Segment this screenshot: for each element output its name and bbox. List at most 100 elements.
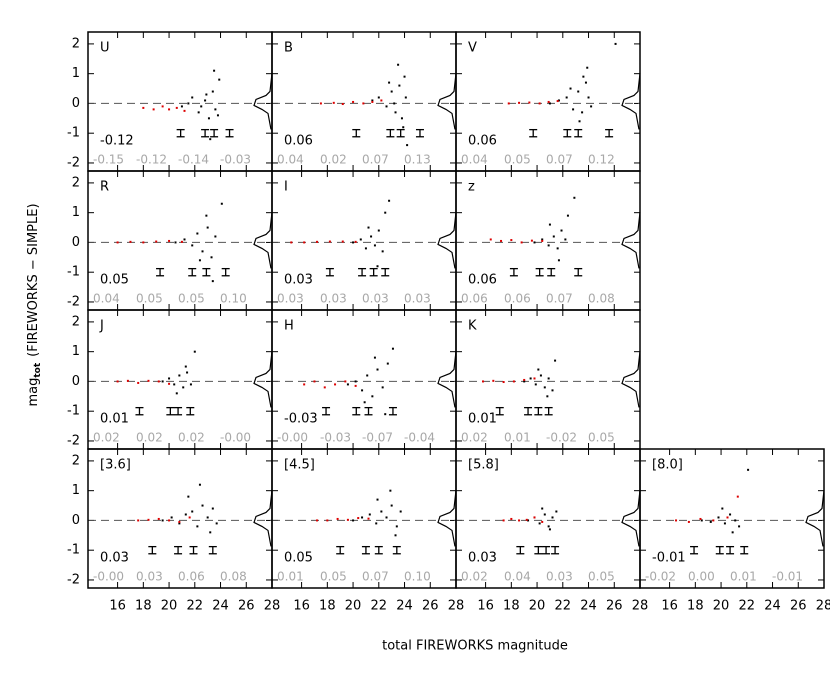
point	[388, 81, 391, 84]
point	[709, 520, 712, 523]
bin-median: -0.00	[93, 570, 124, 584]
point	[168, 239, 171, 242]
x-tick-label: 26	[790, 599, 807, 614]
point	[220, 202, 223, 205]
median-label: 0.06	[468, 134, 497, 149]
panel-frame	[87, 31, 273, 172]
point	[168, 382, 171, 385]
point	[215, 522, 218, 525]
point	[193, 350, 196, 353]
point	[147, 379, 150, 382]
y-label-rest: (FIREWORKS − SIMPLE)	[26, 203, 41, 356]
x-tick-label: 16	[661, 599, 678, 614]
median-label: 0.05	[100, 273, 129, 288]
histogram-outline	[621, 351, 641, 408]
point	[528, 101, 531, 104]
bin-median: -0.14	[178, 153, 209, 167]
point	[747, 468, 750, 471]
error-bar	[495, 406, 504, 416]
point	[402, 126, 405, 129]
point	[557, 259, 560, 262]
point	[538, 522, 541, 525]
point	[687, 520, 690, 523]
point	[218, 78, 221, 81]
panel-frame	[87, 170, 273, 311]
point	[371, 100, 374, 103]
error-bar	[605, 128, 614, 138]
panel-label: [3.6]	[100, 458, 131, 473]
error-bar	[524, 406, 533, 416]
point	[207, 117, 210, 120]
error-bar	[386, 128, 395, 138]
point	[137, 519, 140, 522]
error-bar	[529, 128, 538, 138]
point	[352, 241, 355, 244]
point	[394, 111, 397, 114]
panel-frame	[455, 170, 641, 311]
point	[731, 531, 734, 534]
error-bar	[396, 128, 405, 138]
point	[581, 111, 584, 114]
median-label: 0.01	[100, 412, 129, 427]
point	[344, 380, 347, 383]
point	[175, 392, 178, 395]
panel-frame	[271, 170, 457, 311]
median-label: 0.03	[468, 551, 497, 566]
point	[590, 105, 593, 108]
point	[196, 232, 199, 235]
error-bar	[563, 128, 572, 138]
y-tick-label: 2	[72, 453, 80, 468]
error-bar	[392, 545, 401, 555]
y-tick-label: 0	[72, 374, 80, 389]
bin-median: 0.00	[688, 570, 715, 584]
panel-frame	[455, 309, 641, 450]
point	[336, 517, 339, 520]
point	[211, 90, 214, 93]
bin-median: 0.05	[588, 431, 615, 445]
point	[303, 241, 306, 244]
point	[210, 256, 213, 259]
panel-frame	[271, 309, 457, 450]
error-bar	[189, 545, 198, 555]
error-bar	[542, 545, 551, 555]
bin-median: 0.05	[588, 570, 615, 584]
histogram-outline	[437, 212, 457, 269]
x-tick-label: 16	[109, 599, 126, 614]
point	[395, 525, 398, 528]
median-label: -0.12	[100, 134, 134, 149]
error-bar	[225, 128, 234, 138]
point	[371, 99, 374, 102]
point	[533, 377, 536, 380]
x-tick-label: 28	[816, 599, 830, 614]
y-tick-label: 0	[72, 96, 80, 111]
error-bar	[202, 267, 211, 277]
bin-median: 0.02	[93, 431, 120, 445]
point	[367, 226, 370, 229]
bin-median: 0.05	[136, 292, 163, 306]
histogram-outline	[253, 351, 273, 408]
panel-label: K	[468, 319, 477, 334]
point	[200, 105, 203, 108]
point	[520, 241, 523, 244]
bin-median: 0.04	[461, 153, 488, 167]
bin-median: -0.02	[546, 431, 577, 445]
histogram-outline	[253, 490, 273, 547]
point	[546, 395, 549, 398]
x-tick-label: 16	[477, 599, 494, 614]
point	[385, 105, 388, 108]
y-tick-label: -2	[67, 155, 80, 170]
point	[502, 381, 505, 384]
error-bar	[208, 545, 217, 555]
error-bar	[201, 128, 210, 138]
point	[572, 108, 575, 111]
point	[565, 96, 568, 99]
point	[389, 489, 392, 492]
point	[189, 383, 192, 386]
bin-median: 0.03	[362, 292, 389, 306]
error-bar	[352, 406, 361, 416]
bin-median: 0.03	[320, 292, 347, 306]
panel-label: V	[468, 41, 477, 56]
point	[303, 383, 306, 386]
x-tick-label: 22	[555, 599, 572, 614]
x-tick-label: 28	[448, 599, 465, 614]
